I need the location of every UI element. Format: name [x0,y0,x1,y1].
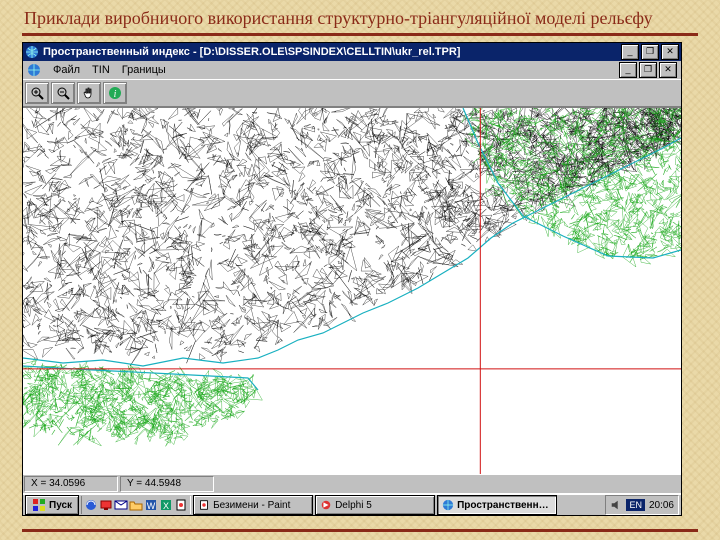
maximize-button[interactable]: ❐ [641,44,659,60]
window-title: Пространственный индекс - [D:\DISSER.OLE… [43,46,621,58]
word-icon[interactable]: W [144,498,158,512]
menubar: Файл TIN Границы _ ❐ ✕ [23,61,681,79]
map-canvas[interactable] [23,107,681,488]
system-tray: EN 20:06 [605,495,679,515]
mdi-maximize-button[interactable]: ❐ [639,62,657,78]
slide-title: Приклади виробничого використання структ… [24,8,698,29]
task-delphi[interactable]: Delphi 5 [315,495,435,515]
menu-tin[interactable]: TIN [92,64,110,76]
minimize-button[interactable]: _ [621,44,639,60]
info-button[interactable]: i [103,82,127,104]
svg-text:X: X [163,501,169,511]
excel-icon[interactable]: X [159,498,173,512]
task-paint-label: Безимени - Paint [213,500,290,511]
pan-button[interactable] [77,82,101,104]
mdi-close-button[interactable]: ✕ [659,62,677,78]
status-x: X = 34.0596 [24,476,118,492]
bottom-rule [22,529,698,532]
mdi-minimize-button[interactable]: _ [619,62,637,78]
sound-icon[interactable] [610,499,622,511]
ie-icon[interactable] [84,498,98,512]
outer-titlebar: Пространственный индекс - [D:\DISSER.OLE… [23,43,681,61]
menu-bounds[interactable]: Границы [122,64,166,76]
task-paint[interactable]: Безимени - Paint [193,495,313,515]
svg-text:W: W [147,501,156,511]
zoom-out-button[interactable] [51,82,75,104]
folder-icon[interactable] [129,498,143,512]
globe-icon [27,63,41,77]
task-app-label: Пространственн… [457,500,549,511]
zoom-in-button[interactable] [25,82,49,104]
lang-indicator[interactable]: EN [626,499,645,511]
start-label: Пуск [49,500,72,511]
task-app[interactable]: Пространственн… [437,495,557,515]
menu-file[interactable]: Файл [53,64,80,76]
toolbar: i [23,79,681,107]
paint-icon[interactable] [174,498,188,512]
title-rule [22,33,698,36]
close-button[interactable]: ✕ [661,44,679,60]
svg-text:i: i [114,89,117,100]
globe-icon [25,45,39,59]
clock: 20:06 [649,500,674,511]
desktop-icon[interactable] [99,498,113,512]
task-delphi-label: Delphi 5 [335,500,372,511]
status-y: Y = 44.5948 [120,476,214,492]
app-window: Пространственный индекс - [D:\DISSER.OLE… [22,42,682,516]
taskbar: Пуск W X Безимени - Paint De [23,493,681,515]
start-button[interactable]: Пуск [25,495,79,515]
quick-launch: W X [81,496,191,514]
statusbar: X = 34.0596 Y = 44.5948 [23,474,681,493]
outlook-icon[interactable] [114,498,128,512]
